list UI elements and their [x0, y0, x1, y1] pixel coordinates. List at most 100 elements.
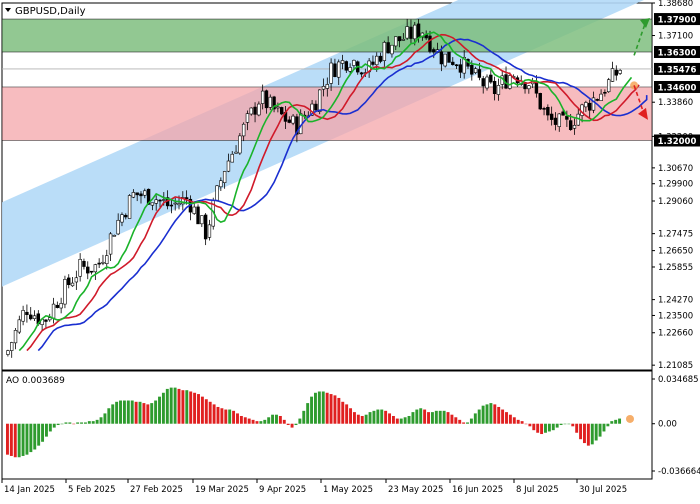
- candle-body: [375, 55, 379, 66]
- candle-body: [219, 180, 223, 188]
- ao-bar: [536, 423, 540, 433]
- ao-bar: [267, 417, 271, 424]
- ao-bar: [255, 421, 259, 424]
- ao-bar: [236, 413, 239, 424]
- ao-bar: [216, 406, 220, 424]
- candle-body: [508, 75, 512, 89]
- ao-bar: [438, 410, 442, 424]
- candle-body: [192, 206, 196, 214]
- ao-bar: [115, 401, 119, 424]
- candle-body: [462, 57, 466, 74]
- ao-bar: [83, 422, 87, 424]
- candle-body: [272, 96, 276, 110]
- candle-body: [534, 82, 539, 94]
- candle-body: [127, 195, 132, 219]
- candle-body: [394, 36, 398, 47]
- candle-body: [572, 124, 577, 129]
- ao-bar: [485, 404, 489, 424]
- price-panel-frame: [1, 2, 653, 371]
- ao-bar: [450, 414, 454, 424]
- price-tick-label: 1.32000: [658, 137, 697, 147]
- candle-body: [606, 79, 611, 93]
- candle-body: [67, 277, 71, 286]
- ao-bar: [388, 413, 391, 424]
- forecast-up-arrow: [633, 20, 647, 56]
- candle-body: [124, 214, 128, 218]
- candle-body: [473, 68, 478, 73]
- ao-bar: [454, 417, 458, 424]
- price-tick-label: 1.30670: [658, 164, 693, 174]
- ao-bar: [345, 404, 349, 424]
- ao-panel-title: AO 0.003689: [6, 376, 65, 386]
- candle-body: [614, 69, 618, 76]
- candle-body: [143, 190, 147, 196]
- candle-body: [93, 264, 98, 273]
- candle-body: [230, 153, 234, 163]
- ao-bar: [493, 404, 497, 424]
- ao-bar: [158, 396, 161, 424]
- x-tick-label: 19 Mar 2025: [195, 485, 249, 495]
- ao-bar: [232, 410, 236, 424]
- candle-body: [443, 53, 447, 67]
- candle-body: [177, 203, 181, 206]
- price-tick-label: 1.25855: [658, 263, 693, 273]
- ao-bar: [220, 408, 224, 424]
- candle-body: [546, 106, 550, 116]
- price-tick-label: 1.22660: [658, 329, 693, 339]
- ao-bar: [294, 423, 298, 426]
- price-label-box: [654, 62, 700, 75]
- candle-body: [397, 36, 402, 42]
- ao-bar: [610, 421, 614, 424]
- price-tick-label: 1.29060: [658, 197, 693, 207]
- ao-bar: [415, 409, 419, 424]
- ao-bar: [419, 408, 423, 424]
- ao-bar: [181, 390, 185, 424]
- ao-bar: [64, 422, 68, 424]
- ao-bar: [434, 410, 438, 424]
- candle-body: [29, 314, 33, 320]
- ao-bar: [407, 415, 411, 424]
- candle-body: [382, 42, 387, 61]
- candle-body: [264, 90, 269, 109]
- candle-body: [538, 93, 542, 110]
- ao-bar: [41, 423, 45, 442]
- x-tick-label: 9 Apr 2025: [259, 485, 306, 495]
- ao-bar: [321, 391, 325, 424]
- candle-body: [557, 113, 561, 127]
- price-label-box: [654, 134, 700, 147]
- ao-panel-frame: [1, 370, 653, 480]
- candle-body: [6, 350, 10, 355]
- ao-bar: [21, 423, 25, 456]
- candle-body: [181, 197, 185, 205]
- ao-bar: [25, 423, 29, 455]
- candle-body: [10, 342, 14, 351]
- candle-body: [238, 135, 242, 154]
- price-tick-label: 1.23500: [658, 311, 693, 321]
- ao-bar: [372, 410, 376, 424]
- price-tick-label: 1.33860: [658, 98, 693, 108]
- ao-bar: [111, 404, 115, 424]
- x-tick-label: 8 Jul 2025: [516, 485, 559, 495]
- ao-bar: [368, 412, 372, 424]
- candle-body: [154, 199, 158, 204]
- ao-bar: [197, 394, 200, 424]
- ao-bar: [107, 408, 111, 424]
- candle-body: [51, 303, 56, 319]
- ao-bar: [126, 400, 130, 424]
- ao-bar: [263, 419, 267, 424]
- x-tick-label: 23 May 2025: [388, 485, 443, 495]
- candle-body: [603, 91, 607, 94]
- ao-bar: [91, 421, 95, 424]
- candle-body: [13, 330, 18, 344]
- candle-body: [329, 62, 333, 84]
- ao-bar: [48, 423, 52, 432]
- ao-bar: [391, 415, 395, 424]
- ao-bar: [189, 391, 193, 424]
- price-tick-label: 1.36300: [658, 48, 697, 58]
- candle-body: [215, 185, 219, 201]
- ao-bar: [551, 423, 555, 431]
- ao-bar: [547, 423, 551, 432]
- ascending-channel: [2, 0, 644, 287]
- candle-body: [439, 51, 444, 65]
